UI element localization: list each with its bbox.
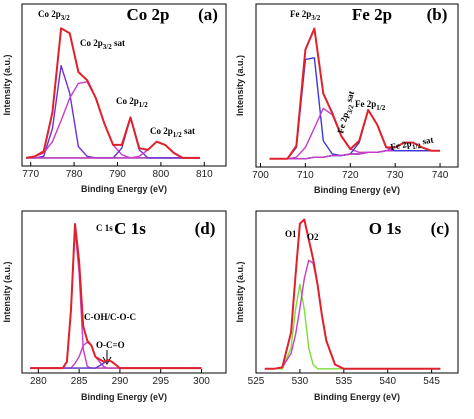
peak-label-sub: 1/2 [411,142,422,152]
arrow-head [102,356,112,366]
peak-label-sub: 3/2 [346,104,356,115]
peak-label: O1 [285,229,297,239]
plot-frame [21,3,227,167]
x-tick-label: 700 [252,170,269,181]
x-axis-label: Binding Energy (eV) [314,185,400,195]
panel-title: Co 2p [127,5,170,24]
peak-label-suffix: sat [419,135,434,147]
peak-label-sub: 1/2 [173,131,182,139]
x-tick-label: 540 [379,376,396,387]
peak-label-suffix: sat [112,38,125,48]
x-tick-label: 810 [196,169,213,180]
panel-label: (a) [198,5,218,24]
peak-label: Co 2p3/2 sat [80,38,125,51]
y-axis-label: Intensity (a.u.) [2,54,12,115]
x-tick-label: 800 [153,169,170,180]
x-axis-label: Binding Energy (eV) [81,184,167,194]
spectrum-curve [26,81,200,159]
peak-label-text: Co 2p [116,96,139,106]
peak-label-sub: 1/2 [376,104,385,112]
peak-label-text: Fe 2p [335,111,350,134]
y-axis-label: Intensity (a.u.) [235,55,245,116]
x-tick-label: 290 [112,376,129,387]
peak-label: Co 2p1/2 [116,96,148,109]
x-axis-label: Binding Energy (eV) [81,392,167,402]
x-tick-label: 295 [152,376,169,387]
x-tick-label: 530 [292,376,309,387]
spectrum-curve [269,27,440,160]
peak-label: O2 [307,232,319,242]
x-tick-label: 770 [22,169,39,180]
panel-title: C 1s [114,219,146,238]
x-tick-label: 300 [193,376,210,387]
peak-label-suffix: sat [182,126,195,136]
x-tick-label: 535 [335,376,352,387]
peak-label: Fe 2p1/2 [355,99,386,112]
spectrum-curve [264,218,441,370]
peak-label-text: O1 [285,229,297,239]
peak-label: Fe 2p3/2 [290,9,321,22]
peak-label-text: C-OH/C-O-C [84,312,136,322]
x-tick-label: 545 [423,376,440,387]
x-tick-label: 720 [342,170,359,181]
peak-label-text: O-C=O [96,340,125,350]
x-tick-label: 710 [297,170,314,181]
peak-label: Fe 2p3/2 sat [335,90,359,135]
x-tick-label: 285 [71,376,88,387]
panel-label: (d) [195,219,216,238]
spectrum-curve [26,27,200,159]
peak-label: O-C=O [96,340,125,350]
panel-label: (b) [427,5,448,24]
peak-label-text: Fe 2p [390,138,413,152]
x-tick-label: 790 [109,169,126,180]
plot-frame [255,210,459,374]
peak-label-sub: 3/2 [103,43,112,51]
x-tick-label: 730 [387,170,404,181]
panel-title: Fe 2p [352,5,392,24]
x-tick-label: 280 [30,376,47,387]
peak-label: C 1s [96,223,113,233]
peak-label-text: Fe 2p [290,9,311,19]
peak-label-suffix: sat [343,90,356,105]
peak-label: Co 2p3/2 [38,9,70,22]
plot-frame [255,3,459,168]
spectrum-curve [264,259,441,370]
x-tick-label: 525 [248,376,265,387]
peak-label-text: C 1s [96,223,113,233]
peak-label-text: Fe 2p [355,99,376,109]
peak-label: Fe 2p1/2 sat [390,135,435,155]
peak-label-sub: 3/2 [61,14,70,22]
peak-label: C-OH/C-O-C [84,312,136,322]
peak-label-text: Co 2p [38,9,61,19]
peak-label-text: O2 [307,232,319,242]
y-axis-label: Intensity (a.u.) [235,261,245,322]
y-axis-label: Intensity (a.u.) [2,261,12,322]
spectrum-curve [269,109,440,160]
x-tick-label: 780 [66,169,83,180]
panel-label: (c) [431,219,450,238]
peak-label-text: Co 2p [80,38,103,48]
spectrum-curve [30,223,202,370]
peak-label: Co 2p1/2 sat [150,126,195,139]
peak-label-sub: 3/2 [311,14,320,22]
x-axis-label: Binding Energy (eV) [314,392,400,402]
x-tick-label: 740 [432,170,449,181]
peak-label-text: Co 2p [150,126,173,136]
plot-frame [21,210,227,374]
panel-title: O 1s [369,219,402,238]
peak-label-sub: 1/2 [139,101,148,109]
